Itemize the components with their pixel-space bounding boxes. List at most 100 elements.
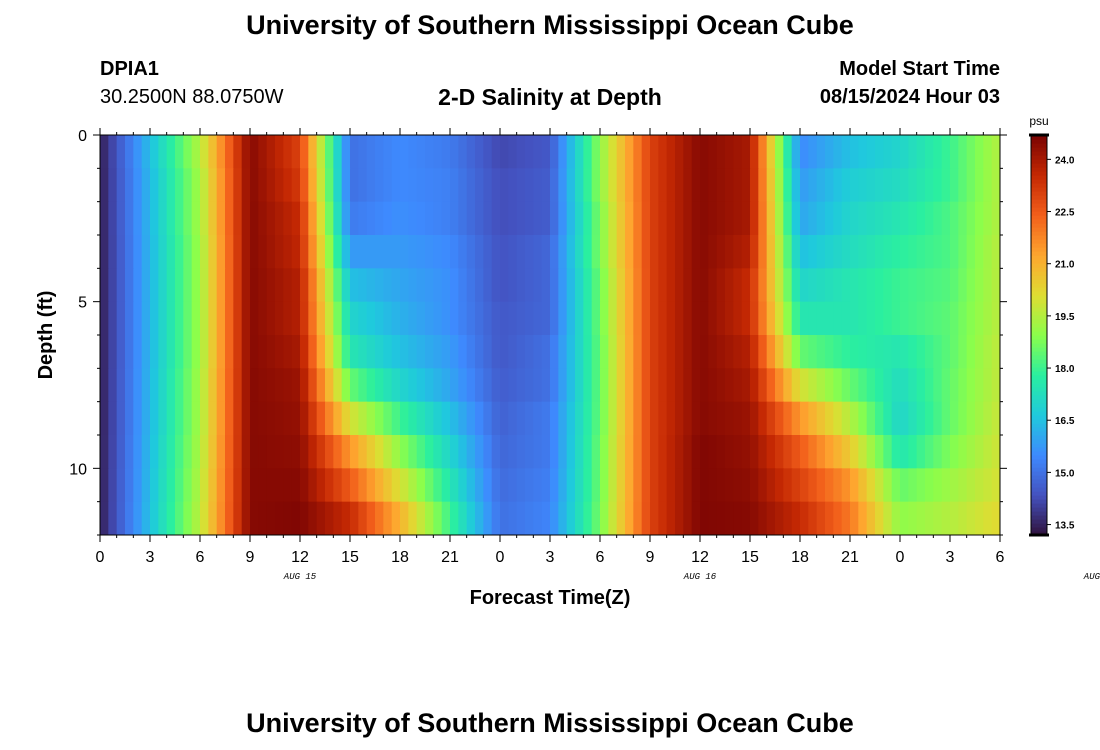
heatmap-cell [375,435,384,469]
heatmap-cell [950,235,959,269]
heatmap-cell [191,435,201,469]
x-tick-label: 18 [391,549,409,566]
heatmap-cell [550,435,559,469]
heatmap-cell [691,135,701,169]
heatmap-cell [350,268,359,303]
heatmap-cell [491,501,501,535]
heatmap-cell [200,135,209,169]
heatmap-cell [941,468,951,503]
heatmap-cell [966,301,976,336]
heatmap-cell [766,268,776,303]
heatmap-cell [216,501,226,535]
heatmap-cell [516,168,526,203]
heatmap-cell [800,235,809,269]
heatmap-cell [875,401,884,436]
heatmap-cell [850,301,859,336]
heatmap-cell [400,268,409,303]
heatmap-cell [108,168,118,203]
heatmap-cell [750,168,759,203]
y-tick-label: 10 [69,461,87,478]
heatmap-cell [700,501,709,535]
heatmap-cell [400,301,409,336]
heatmap-cell [333,168,343,203]
heatmap-cell [166,401,176,436]
heatmap-cell [241,468,251,503]
heatmap-cell [916,268,926,303]
x-tick-label: 6 [996,549,1005,566]
heatmap-cell [850,235,859,269]
heatmap-cell [841,401,851,436]
heatmap-cell [250,135,259,169]
heatmap-cell [150,301,159,336]
heatmap-cell [850,168,859,203]
heatmap-cell [241,135,251,169]
heatmap-cell [166,268,176,303]
colorbar-segment [1031,255,1047,260]
heatmap-cell [633,468,643,503]
heatmap-cell [933,168,943,203]
heatmap-cell [825,468,834,503]
heatmap-cell [316,401,326,436]
heatmap-cell [625,201,634,236]
heatmap-cell [925,301,934,336]
heatmap-cell [983,135,993,169]
heatmap-cell [558,168,568,203]
heatmap-cell [225,168,234,203]
heatmap-cell [283,235,293,269]
heatmap-cell [483,368,493,403]
heatmap-cell [825,201,834,236]
heatmap-cell [100,401,109,436]
heatmap-cell [766,401,776,436]
heatmap-cell [625,235,634,269]
heatmap-cell [541,501,551,535]
heatmap-cell [908,468,918,503]
heatmap-cell [891,468,901,503]
heatmap-cell [383,168,393,203]
heatmap-cell [208,201,218,236]
heatmap-cell [858,268,868,303]
heatmap-cell [808,301,818,336]
heatmap-cell [433,335,443,369]
heatmap-cell [250,201,259,236]
heatmap-cell [941,235,951,269]
heatmap-cell [925,235,934,269]
heatmap-cell [525,235,534,269]
heatmap-cell [125,268,134,303]
heatmap-cell [291,368,301,403]
heatmap-cell [558,268,568,303]
heatmap-cell [291,468,301,503]
heatmap-cell [500,468,509,503]
heatmap-cell [891,135,901,169]
heatmap-cell [708,235,718,269]
heatmap-cell [175,168,184,203]
heatmap-cell [466,135,476,169]
heatmap-cell [300,268,309,303]
heatmap-cell [191,201,201,236]
heatmap-cell [483,435,493,469]
heatmap-cell [950,468,959,503]
colorbar-segment [1031,423,1047,428]
colorbar-segment [1031,455,1047,460]
heatmap-cell [600,135,609,169]
heatmap-cell [725,235,734,269]
heatmap-cell [691,468,701,503]
heatmap-cell [400,401,409,436]
heatmap-cell [250,235,259,269]
heatmap-cell [766,368,776,403]
heatmap-cell [883,235,893,269]
heatmap-cell [716,468,726,503]
heatmap-cell [425,235,434,269]
heatmap-cell [450,501,459,535]
heatmap-cell [883,168,893,203]
heatmap-cell [891,435,901,469]
heatmap-cell [525,201,534,236]
heatmap-cell [141,268,151,303]
heatmap-cell [400,501,409,535]
heatmap-cell [316,268,326,303]
heatmap-cell [700,435,709,469]
heatmap-cell [133,201,143,236]
colorbar-segment [1031,467,1047,472]
x-tick-label: 9 [646,549,655,566]
heatmap-cell [558,401,568,436]
heatmap-cell [791,135,801,169]
